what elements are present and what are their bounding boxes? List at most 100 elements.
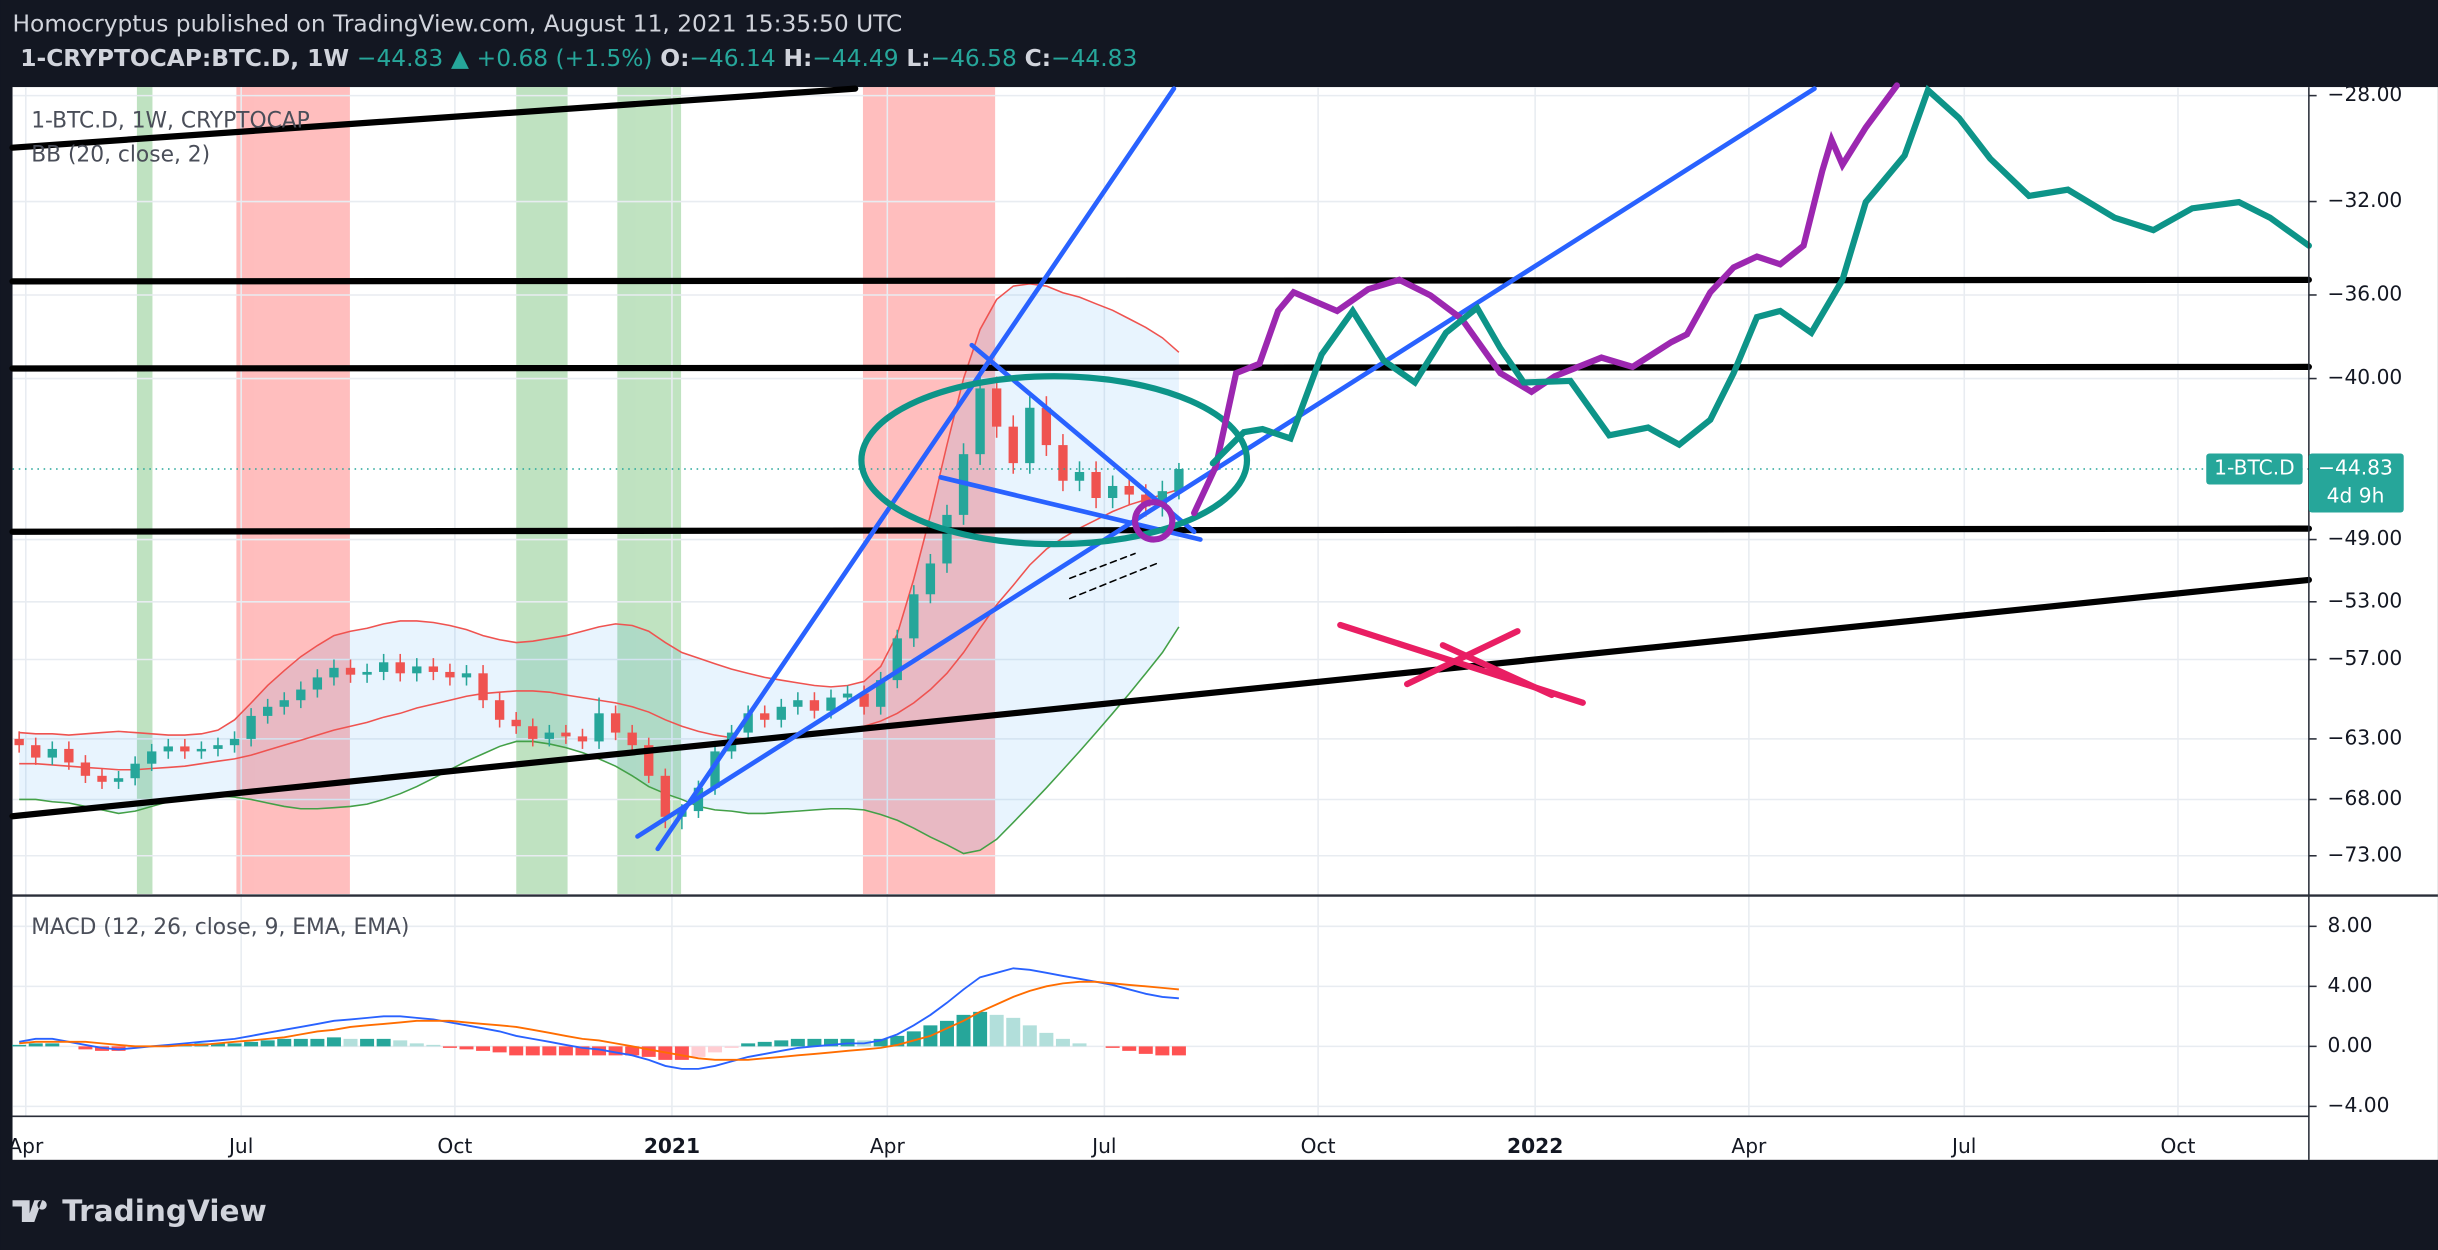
candle-body	[859, 693, 869, 707]
indicator-legend: BB (20, close, 2)	[31, 142, 210, 167]
histogram-bar	[1171, 1046, 1186, 1056]
candle-body	[378, 662, 389, 672]
candle-body	[395, 662, 405, 674]
candle-body	[312, 677, 323, 690]
candle-body	[1124, 485, 1134, 495]
zone	[516, 87, 568, 894]
candle-body	[511, 719, 521, 727]
histogram-bar	[807, 1038, 822, 1047]
histogram-bar	[45, 1043, 60, 1047]
name-tag-label: 1-BTC.D	[2214, 455, 2295, 479]
candle-body	[1091, 471, 1101, 499]
macd-legend: MACD (12, 26, close, 9, EMA, EMA)	[31, 915, 409, 940]
candle-body	[163, 746, 173, 752]
histogram-bar	[939, 1020, 954, 1047]
candle-body	[213, 745, 223, 749]
candle-body	[229, 738, 240, 746]
histogram-bar	[28, 1043, 43, 1047]
histogram-bar	[592, 1046, 607, 1056]
candle-body	[561, 732, 571, 737]
histogram-bar	[360, 1038, 375, 1047]
name-tag	[2206, 453, 2303, 485]
x-tick-label: Oct	[2161, 1134, 2196, 1158]
band-fill	[19, 283, 1179, 854]
x-tick-label: Apr	[8, 1134, 44, 1158]
candle-body	[1008, 426, 1018, 464]
candle-body	[445, 671, 455, 678]
ellipse	[858, 373, 1251, 548]
x-tick-label: Apr	[870, 1134, 906, 1158]
candle-body	[925, 563, 936, 595]
candle-body	[826, 697, 836, 711]
histogram-bar	[260, 1040, 275, 1047]
x-tick-label: Jul	[1950, 1134, 1976, 1158]
author-line: Homocryptus published on TradingView.com…	[13, 10, 903, 37]
header-text: O:	[660, 45, 689, 72]
circle	[1131, 499, 1176, 543]
band-line	[19, 283, 1180, 736]
drawings	[9, 82, 2312, 852]
histogram-bar	[409, 1043, 424, 1047]
header-text: ▲	[451, 45, 469, 72]
histogram-bar	[1105, 1046, 1120, 1048]
histogram-bar	[293, 1038, 308, 1047]
candle-body	[842, 693, 853, 698]
cross-mark	[1404, 628, 1521, 688]
histogram-bar	[774, 1040, 789, 1047]
price-tag-label: −44.83	[2318, 455, 2393, 479]
histogram-bar	[492, 1046, 507, 1053]
header-value: −46.14	[689, 45, 775, 72]
candle-body	[64, 748, 74, 763]
candle-body	[909, 594, 919, 639]
histogram-bar	[558, 1046, 573, 1056]
header-value: −44.83	[1051, 45, 1137, 72]
candle-body	[876, 680, 886, 707]
candle-body	[1157, 491, 1168, 507]
histogram-bar	[741, 1043, 756, 1047]
candle-body	[1025, 407, 1035, 464]
candle-body	[412, 666, 422, 674]
candle-body	[776, 706, 786, 720]
grid	[12, 87, 2309, 1117]
histogram-bar	[641, 1046, 656, 1057]
candle-body	[644, 745, 654, 776]
candle-body	[1041, 407, 1052, 446]
histogram-bar	[873, 1038, 888, 1047]
histogram-bar	[1138, 1046, 1153, 1054]
candle-body	[478, 673, 488, 701]
y-tick-label: −40.00	[2328, 365, 2403, 389]
histogram-bar	[78, 1046, 93, 1050]
candle-body	[710, 751, 720, 788]
x-tick-label: Oct	[1301, 1134, 1336, 1158]
histogram-bar	[757, 1041, 772, 1047]
histogram-bar	[724, 1046, 739, 1048]
histogram-bar	[376, 1038, 391, 1047]
candle-body	[610, 713, 621, 733]
y-tick-label: −53.00	[2328, 588, 2403, 612]
candle-body	[246, 715, 256, 739]
chart-area	[12, 87, 2438, 1160]
brand: TradingView	[62, 1194, 266, 1228]
projection	[1209, 84, 2312, 467]
histogram-bar	[1022, 1025, 1037, 1047]
candle-body	[1058, 445, 1068, 481]
x-tick-label: Apr	[1731, 1134, 1767, 1158]
histogram-bar	[1122, 1046, 1137, 1051]
y-tick-label: 4.00	[2328, 973, 2373, 997]
candle-body	[793, 700, 803, 707]
histogram-bar	[525, 1046, 540, 1056]
zone	[136, 87, 153, 894]
header-text: 1-CRYPTOCAP:BTC.D, 1W	[20, 45, 349, 72]
candle-body	[809, 700, 820, 711]
candle-body	[975, 388, 985, 455]
y-tick-label: −63.00	[2328, 725, 2403, 749]
candle-body	[113, 778, 124, 782]
histogram-bar	[973, 1011, 988, 1047]
candle-body	[263, 706, 273, 716]
trendline	[9, 85, 859, 151]
histogram-bar	[426, 1044, 441, 1047]
histogram-bar	[12, 1044, 27, 1047]
logo-mark	[12, 1200, 47, 1223]
histogram-bar	[1072, 1043, 1087, 1047]
